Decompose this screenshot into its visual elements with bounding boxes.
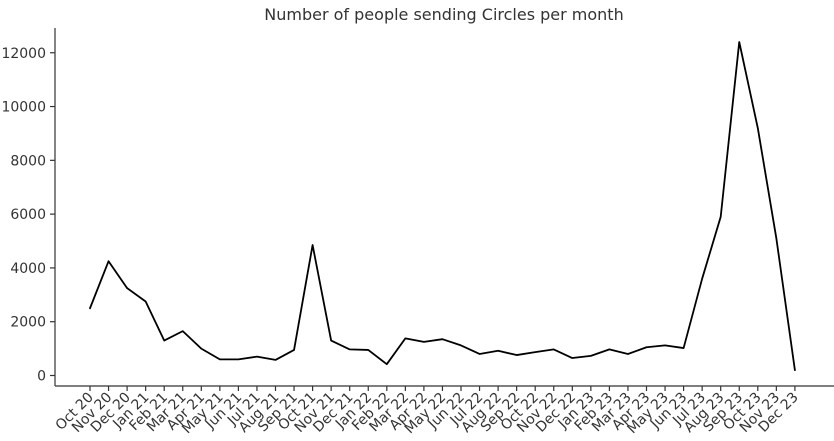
chart-title: Number of people sending Circles per mon…	[264, 5, 623, 24]
y-tick-label: 2000	[10, 315, 46, 331]
y-tick-label: 4000	[10, 261, 46, 277]
y-tick-label: 12000	[1, 46, 46, 62]
y-tick-label: 8000	[10, 153, 46, 169]
y-tick-label: 0	[37, 369, 46, 385]
series-line	[89, 41, 796, 372]
y-tick-label: 6000	[10, 207, 46, 223]
y-tick-label: 10000	[1, 100, 46, 116]
data-line	[89, 41, 796, 372]
